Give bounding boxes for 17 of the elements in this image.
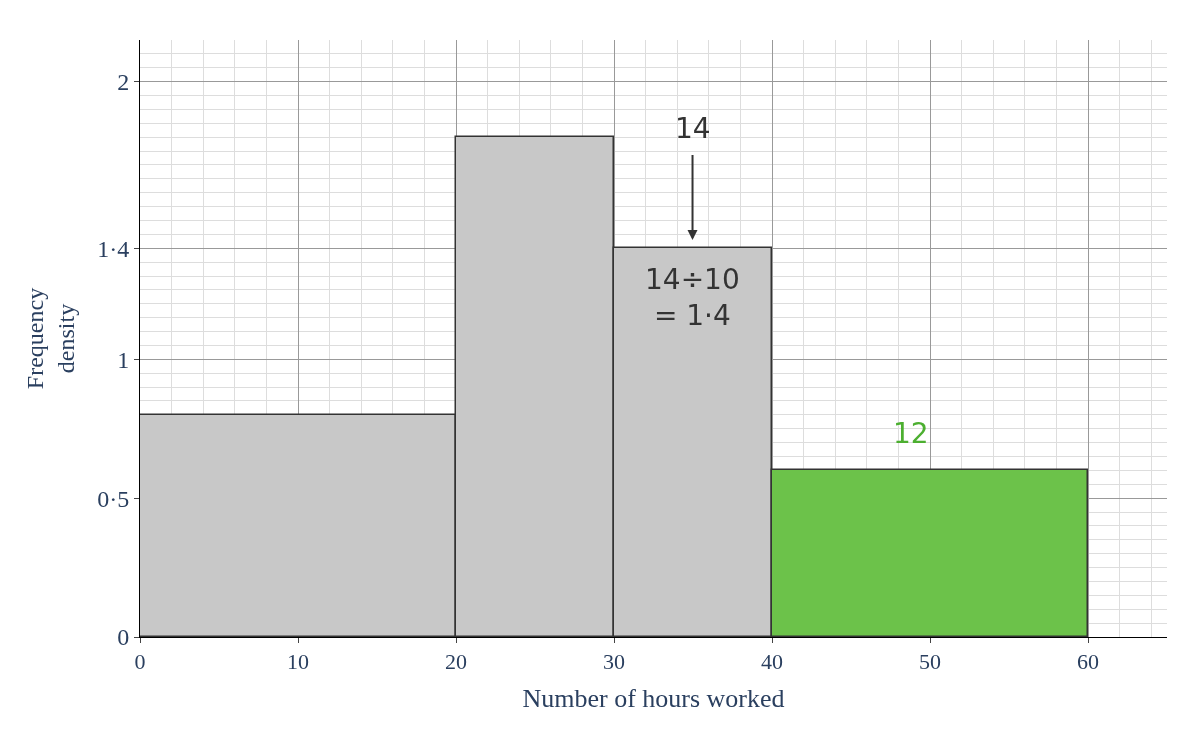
y-tick-label: 2: [117, 69, 130, 96]
x-axis-title: Number of hours worked: [522, 684, 785, 714]
x-tick-label: 50: [919, 649, 941, 675]
x-tick-label: 10: [287, 649, 309, 675]
y-tick-label: 0: [117, 624, 130, 651]
y-tick-label: 0·5: [97, 485, 130, 512]
x-tick-label: 20: [445, 649, 467, 675]
x-tick-label: 30: [603, 649, 625, 675]
x-tick-label: 40: [761, 649, 783, 675]
annotation: 14÷10 = 1·4: [645, 263, 740, 333]
y-axis-title: Frequency density: [22, 287, 80, 390]
annotation: 14: [675, 112, 711, 145]
y-tick-label: 1·4: [97, 235, 130, 262]
annotation: 12: [893, 417, 929, 450]
y-tick-label: 1: [117, 346, 130, 373]
x-tick-label: 0: [134, 649, 146, 675]
x-tick-label: 60: [1077, 649, 1099, 675]
